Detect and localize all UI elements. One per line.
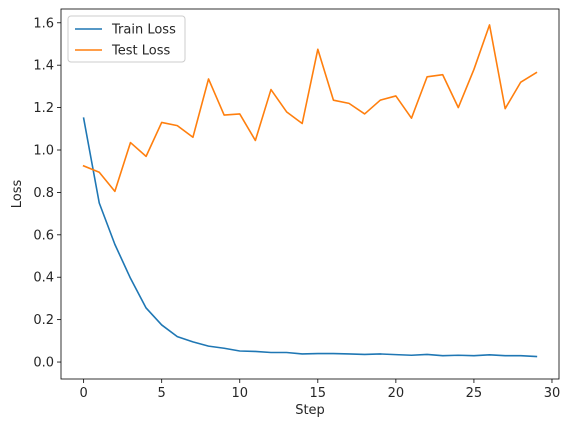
plot-area	[60, 8, 560, 380]
series-line-train-loss	[82, 117, 538, 358]
y-tick-label: 0.2	[33, 313, 54, 328]
x-tick-label: 5	[158, 386, 166, 401]
y-axis-label: Loss	[10, 180, 25, 209]
y-tick-label: 1.2	[33, 101, 54, 116]
y-axis-ticks: 0.0 0.2 0.4 0.6 0.8 1.0 1.2 1.4 1.6	[33, 16, 61, 371]
x-tick-label: 10	[231, 386, 248, 401]
series-lines	[82, 24, 538, 358]
x-axis-ticks: 0 5 10 15 20 25 30	[79, 379, 560, 401]
y-tick-label: 1.4	[33, 59, 54, 74]
x-tick-label: 30	[544, 386, 561, 401]
series-line-test-loss	[82, 24, 538, 193]
y-tick-label: 0.0	[33, 356, 54, 371]
x-axis-label: Step	[295, 403, 325, 418]
y-tick-label: 0.4	[33, 271, 54, 286]
x-tick-label: 25	[466, 386, 483, 401]
y-tick-label: 1.6	[33, 16, 54, 31]
legend-label: Train Loss	[111, 23, 176, 38]
y-tick-label: 1.0	[33, 144, 54, 159]
x-tick-label: 20	[388, 386, 405, 401]
x-tick-label: 15	[310, 386, 327, 401]
y-tick-label: 0.8	[33, 186, 54, 201]
legend: Train Loss Test Loss	[67, 15, 186, 63]
x-tick-label: 0	[79, 386, 87, 401]
axes-frame	[60, 8, 560, 380]
legend-label: Test Loss	[111, 44, 170, 59]
y-tick-label: 0.6	[33, 228, 54, 243]
